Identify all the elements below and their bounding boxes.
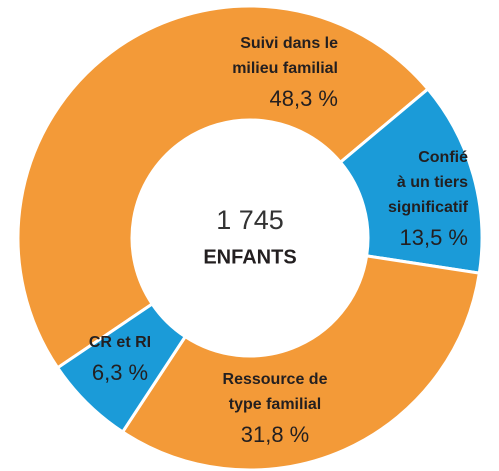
segment-label: Confié à un tiers significatif <box>388 149 469 216</box>
donut-segment <box>55 301 188 434</box>
segment-label: CR et RI <box>89 334 151 351</box>
labels: Suivi dans le milieu familial 48,3 % Confié… <box>89 35 469 447</box>
segment-label: Ressource de type familial <box>223 371 328 413</box>
value-label: 6,3 % <box>92 360 148 385</box>
value-label: 13,5 % <box>400 225 469 250</box>
donut-segment <box>120 254 482 471</box>
value-label: 31,8 % <box>241 422 310 447</box>
center-label: ENFANTS <box>203 246 296 268</box>
center-value: 1 745 <box>216 205 284 235</box>
segment-label: Suivi dans le milieu familial <box>232 35 338 77</box>
value-label: 48,3 % <box>270 86 339 111</box>
donut-segment <box>16 4 430 370</box>
